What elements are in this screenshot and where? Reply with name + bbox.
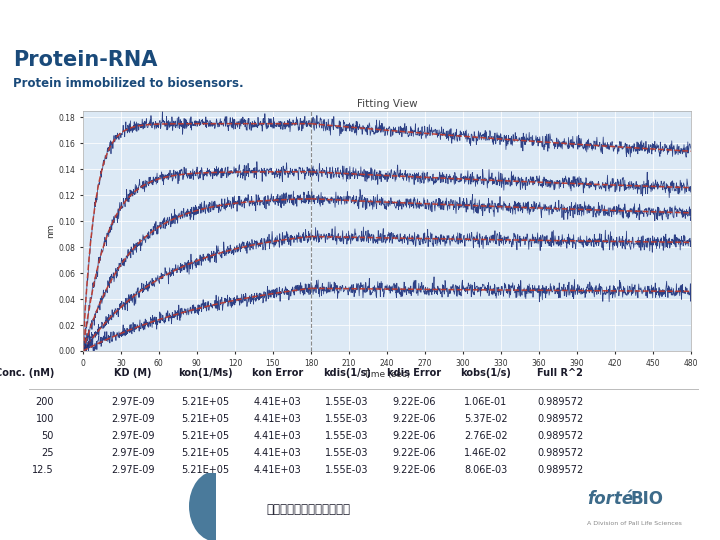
Text: 9.22E-06: 9.22E-06 <box>392 414 436 423</box>
Text: 0.989572: 0.989572 <box>537 430 583 441</box>
Text: 1.55E-03: 1.55E-03 <box>325 414 369 423</box>
Text: 4.41E+03: 4.41E+03 <box>253 448 301 457</box>
Text: Protein immobilized to biosensors.: Protein immobilized to biosensors. <box>13 77 243 90</box>
Ellipse shape <box>189 471 243 540</box>
Text: kdis Error: kdis Error <box>387 368 441 378</box>
Text: 5.21E+05: 5.21E+05 <box>181 414 229 423</box>
Text: 4.41E+03: 4.41E+03 <box>253 414 301 423</box>
Text: Conc. (nM): Conc. (nM) <box>0 368 54 378</box>
X-axis label: Time (sec): Time (sec) <box>364 370 410 380</box>
Text: 9.22E-06: 9.22E-06 <box>392 464 436 475</box>
Text: 4.41E+03: 4.41E+03 <box>253 396 301 407</box>
Text: 0.989572: 0.989572 <box>537 396 583 407</box>
Text: 2.97E-09: 2.97E-09 <box>112 414 155 423</box>
Text: 5.21E+05: 5.21E+05 <box>181 448 229 457</box>
Text: kobs(1/s): kobs(1/s) <box>461 368 511 378</box>
Title: Fitting View: Fitting View <box>356 98 418 109</box>
Text: Fast. Accurate. EASY.: Fast. Accurate. EASY. <box>17 500 165 513</box>
Text: 1.06E-01: 1.06E-01 <box>464 396 508 407</box>
Text: 25: 25 <box>42 448 54 457</box>
Text: 8.06E-03: 8.06E-03 <box>464 464 508 475</box>
Text: 12.5: 12.5 <box>32 464 54 475</box>
Text: 1.55E-03: 1.55E-03 <box>325 464 369 475</box>
Text: 100: 100 <box>35 414 54 423</box>
Text: 2.97E-09: 2.97E-09 <box>112 464 155 475</box>
Text: 0.989572: 0.989572 <box>537 448 583 457</box>
Text: 5.37E-02: 5.37E-02 <box>464 414 508 423</box>
Text: 0.989572: 0.989572 <box>537 464 583 475</box>
Text: kon(1/Ms): kon(1/Ms) <box>178 368 233 378</box>
Text: Full R^2: Full R^2 <box>537 368 583 378</box>
Text: 2.97E-09: 2.97E-09 <box>112 448 155 457</box>
Text: 0.989572: 0.989572 <box>537 414 583 423</box>
Text: 1.55E-03: 1.55E-03 <box>325 430 369 441</box>
Text: 200: 200 <box>35 396 54 407</box>
Text: 9.22E-06: 9.22E-06 <box>392 430 436 441</box>
Text: 9.22E-06: 9.22E-06 <box>392 448 436 457</box>
Text: kon Error: kon Error <box>251 368 303 378</box>
Text: BIO: BIO <box>630 490 663 509</box>
Text: 数据来自军事医学科学院。: 数据来自军事医学科学院。 <box>266 503 351 516</box>
Text: 4.41E+03: 4.41E+03 <box>253 464 301 475</box>
Text: 2.76E-02: 2.76E-02 <box>464 430 508 441</box>
Text: 4.41E+03: 4.41E+03 <box>253 430 301 441</box>
Text: 5.21E+05: 5.21E+05 <box>181 430 229 441</box>
Text: 1.46E-02: 1.46E-02 <box>464 448 508 457</box>
Text: 1.55E-03: 1.55E-03 <box>325 396 369 407</box>
Text: 5.21E+05: 5.21E+05 <box>181 464 229 475</box>
Text: forté: forté <box>587 490 633 509</box>
Y-axis label: nm: nm <box>46 224 55 238</box>
Text: 1.55E-03: 1.55E-03 <box>325 448 369 457</box>
Text: 2.97E-09: 2.97E-09 <box>112 396 155 407</box>
Text: Protein-RNA: Protein-RNA <box>13 50 158 70</box>
Text: KD (M): KD (M) <box>114 368 152 378</box>
Text: 9.22E-06: 9.22E-06 <box>392 396 436 407</box>
Text: A Division of Pall Life Sciences: A Division of Pall Life Sciences <box>587 521 682 525</box>
Text: 50: 50 <box>42 430 54 441</box>
Text: 5.21E+05: 5.21E+05 <box>181 396 229 407</box>
Text: kdis(1/s): kdis(1/s) <box>323 368 371 378</box>
Text: 2.97E-09: 2.97E-09 <box>112 430 155 441</box>
